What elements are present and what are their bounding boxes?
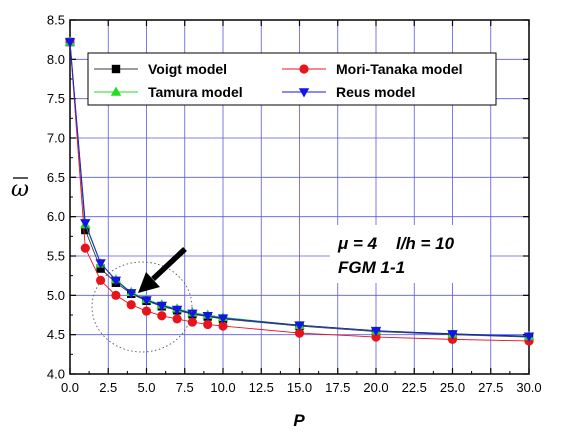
x-tick-label: 0.0: [61, 380, 79, 395]
data-point: [294, 328, 305, 338]
x-tick-label: 15.0: [287, 380, 312, 395]
annotation-line-1: μ = 4 l/h = 10: [337, 234, 455, 253]
y-tick-label: 7.5: [47, 91, 65, 106]
data-point: [187, 309, 198, 319]
arrow-shaft: [151, 246, 187, 282]
data-point: [523, 332, 535, 342]
axes: 0.0 2.5 5.0 7.5 10.0 12.5 15.0 17.5 20.0 22.5 25.0…: [47, 13, 542, 396]
y-axis-label: ω: [11, 177, 29, 202]
data-point: [64, 38, 76, 48]
legend-marker: [298, 88, 310, 98]
x-tick-label: 22.5: [402, 380, 427, 395]
data-point: [217, 314, 229, 324]
legend-item-triangle-down: Reus model: [282, 84, 415, 100]
y-tick-label: 4.5: [47, 327, 65, 342]
y-tick-label: 8.5: [47, 13, 65, 28]
x-tick-label: 12.5: [249, 380, 274, 395]
data-point: [141, 296, 152, 306]
data-point: [202, 311, 213, 322]
x-tick-label: 10.0: [210, 380, 235, 395]
annotation-box: μ = 4 l/h = 10 FGM 1-1: [330, 225, 490, 283]
data-point: [126, 289, 137, 299]
x-tick-label: 25.0: [440, 380, 465, 395]
x-tick-label: 27.5: [478, 380, 503, 395]
legend-marker: [111, 64, 121, 74]
legend-label: Mori-Tanaka model: [336, 61, 463, 77]
highlight-ellipse: [91, 261, 193, 353]
axis-labels: ω P: [11, 177, 305, 430]
data-point: [80, 219, 91, 229]
data-point: [172, 314, 182, 324]
legend-label: Reus model: [336, 84, 415, 100]
legend: Voigt model Mori-Tanaka model Tamura model…: [87, 52, 497, 106]
y-tick-label: 6.5: [47, 170, 65, 185]
x-axis-label: P: [293, 411, 305, 430]
legend-label: Tamura model: [148, 84, 243, 100]
y-tick-label: 4.0: [47, 367, 65, 382]
data-point: [111, 290, 121, 300]
x-tick-label: 30.0: [516, 380, 541, 395]
highlight: [91, 246, 193, 353]
legend-item-square: Voigt model: [94, 61, 227, 77]
data-point: [157, 311, 167, 321]
annotation-line-2: FGM 1-1: [338, 258, 405, 277]
data-point: [96, 264, 105, 273]
legend-marker: [299, 64, 309, 74]
x-tick-label: 7.5: [176, 380, 194, 395]
series-layer: [64, 36, 535, 346]
x-tick-label: 5.0: [137, 380, 155, 395]
x-tick-label: 17.5: [325, 380, 350, 395]
data-point: [141, 306, 152, 316]
legend-item-triangle-up: Tamura model: [94, 84, 243, 100]
legend-marker: [110, 86, 122, 96]
data-point: [96, 275, 106, 285]
data-point: [126, 300, 136, 310]
legend-label: Voigt model: [148, 61, 227, 77]
data-point: [371, 332, 381, 342]
data-point: [81, 225, 90, 235]
y-tick-label: 5.5: [47, 249, 65, 264]
data-point: [156, 301, 167, 312]
data-point: [447, 330, 458, 340]
data-point: [80, 243, 90, 253]
data-point: [203, 319, 213, 330]
annotation-background: [330, 225, 490, 283]
y-tick-label: 5.0: [47, 288, 65, 303]
data-point: [370, 326, 382, 337]
y-tick-label: 7.0: [47, 131, 65, 146]
y-tick-label: 8.0: [47, 52, 65, 67]
y-axis-label-text: ω: [11, 177, 29, 202]
data-point: [171, 305, 183, 315]
x-tick-label: 20.0: [363, 380, 388, 395]
series-triangle-down: [64, 38, 535, 342]
y-tick-label: 6.0: [47, 209, 65, 224]
data-point: [294, 321, 305, 331]
data-point: [110, 276, 122, 286]
legend-item-circle: Mori-Tanaka model: [282, 61, 463, 77]
arrow-head: [138, 272, 160, 293]
legend-box: [87, 52, 497, 106]
x-tick-label: 2.5: [99, 380, 117, 395]
data-point: [95, 259, 106, 269]
data-point: [218, 321, 228, 331]
